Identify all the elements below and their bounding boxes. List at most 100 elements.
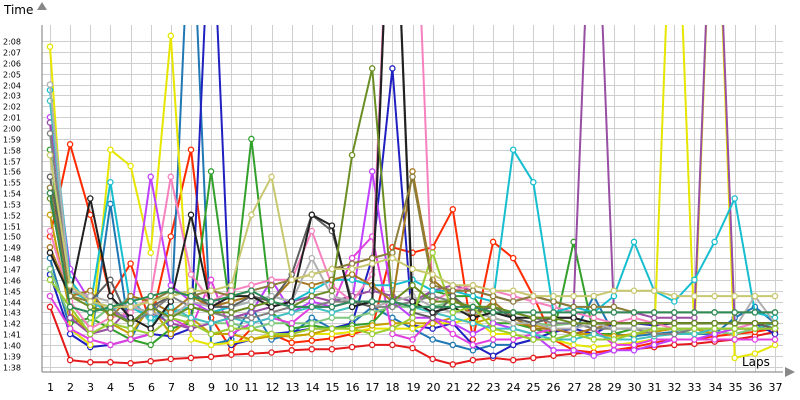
x-tick-label: 5 — [128, 381, 135, 394]
data-point — [228, 298, 235, 305]
data-point — [751, 319, 759, 327]
x-tick-label: 29 — [608, 381, 622, 394]
data-point — [127, 360, 134, 367]
data-point — [228, 303, 235, 311]
data-point — [389, 314, 396, 322]
data-point — [570, 325, 577, 332]
data-point — [449, 319, 457, 327]
data-point — [590, 325, 598, 332]
data-point — [429, 287, 436, 294]
data-point — [46, 151, 54, 159]
data-point — [630, 347, 638, 354]
data-point — [409, 168, 416, 175]
data-point — [449, 341, 457, 349]
data-point — [187, 354, 195, 362]
data-point — [630, 309, 638, 316]
data-point — [610, 309, 618, 316]
data-point — [147, 303, 154, 311]
data-point — [288, 339, 295, 346]
data-point — [751, 336, 759, 343]
data-point — [187, 211, 195, 219]
data-point — [268, 314, 275, 322]
data-point — [530, 354, 537, 362]
data-point — [248, 350, 255, 357]
data-point — [409, 282, 416, 289]
x-tick-label: 18 — [386, 381, 400, 394]
x-tick-label: 3 — [87, 381, 94, 394]
data-point — [650, 330, 658, 338]
data-point — [489, 319, 497, 327]
data-point — [550, 336, 557, 343]
data-point — [489, 325, 497, 332]
data-point — [509, 309, 517, 316]
data-point — [550, 314, 557, 322]
data-point — [429, 325, 436, 332]
data-point — [409, 265, 416, 273]
data-point — [167, 355, 175, 363]
data-point — [248, 287, 255, 294]
data-point — [691, 336, 698, 343]
y-tick-label: 1:48 — [3, 255, 21, 264]
data-point — [590, 352, 598, 359]
x-tick-label: 14 — [306, 381, 320, 394]
data-point — [449, 314, 457, 322]
data-point — [328, 330, 336, 338]
data-point — [288, 325, 295, 332]
data-point — [328, 325, 336, 332]
y-tick-label: 2:00 — [3, 125, 21, 134]
x-tick-label: 6 — [148, 381, 155, 394]
data-point — [107, 276, 114, 284]
y-tick-label: 2:07 — [3, 49, 21, 58]
data-point — [429, 319, 436, 327]
data-point — [771, 330, 779, 338]
data-point — [328, 287, 336, 294]
data-point — [429, 314, 436, 322]
data-point — [308, 325, 316, 332]
y-tick-label: 1:41 — [3, 331, 21, 340]
data-point — [489, 314, 497, 322]
x-tick-label: 4 — [107, 381, 114, 394]
data-point — [610, 292, 618, 300]
data-point — [429, 336, 436, 343]
data-point — [530, 314, 537, 322]
data-point — [610, 319, 618, 327]
data-point — [389, 298, 396, 305]
data-point — [147, 249, 154, 256]
data-point — [308, 282, 316, 289]
data-point — [570, 309, 577, 316]
data-point — [671, 319, 678, 327]
x-tick-label: 9 — [208, 381, 215, 394]
data-point — [368, 254, 376, 262]
x-tick-label: 33 — [688, 381, 702, 394]
data-point — [268, 276, 275, 284]
data-point — [469, 309, 477, 316]
data-point — [530, 319, 537, 327]
data-point — [187, 287, 195, 294]
data-point — [248, 314, 255, 322]
data-point — [308, 227, 316, 235]
data-point — [550, 309, 557, 316]
data-point — [691, 309, 698, 316]
data-point — [167, 309, 175, 316]
data-point — [268, 298, 275, 305]
data-point — [530, 298, 537, 305]
data-point — [187, 271, 195, 278]
data-point — [368, 341, 376, 349]
x-tick-label: 31 — [648, 381, 662, 394]
data-point — [328, 292, 336, 300]
data-point — [187, 325, 195, 332]
data-point — [711, 325, 718, 332]
x-tick-label: 36 — [749, 381, 763, 394]
data-point — [489, 292, 497, 300]
data-point — [469, 341, 477, 349]
data-point — [46, 211, 54, 219]
data-point — [187, 314, 195, 322]
data-point — [469, 319, 477, 327]
data-point — [389, 303, 396, 311]
y-tick-label: 2:03 — [3, 92, 21, 101]
x-tick-label: 16 — [346, 381, 360, 394]
data-point — [691, 292, 698, 300]
data-point — [509, 254, 517, 262]
data-point — [509, 330, 517, 338]
data-point — [207, 298, 215, 305]
